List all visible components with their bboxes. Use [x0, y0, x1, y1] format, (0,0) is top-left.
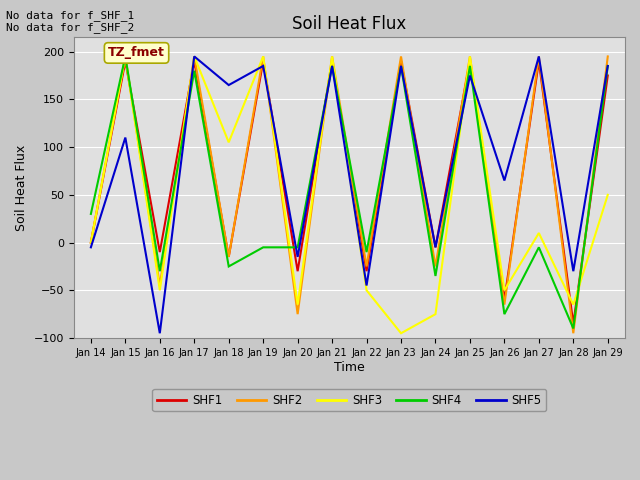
Title: Soil Heat Flux: Soil Heat Flux — [292, 15, 406, 33]
Text: TZ_fmet: TZ_fmet — [108, 47, 165, 60]
Text: No data for f_SHF_1
No data for f_SHF_2: No data for f_SHF_1 No data for f_SHF_2 — [6, 10, 134, 33]
X-axis label: Time: Time — [334, 360, 365, 373]
Legend: SHF1, SHF2, SHF3, SHF4, SHF5: SHF1, SHF2, SHF3, SHF4, SHF5 — [152, 389, 547, 411]
Y-axis label: Soil Heat Flux: Soil Heat Flux — [15, 144, 28, 231]
